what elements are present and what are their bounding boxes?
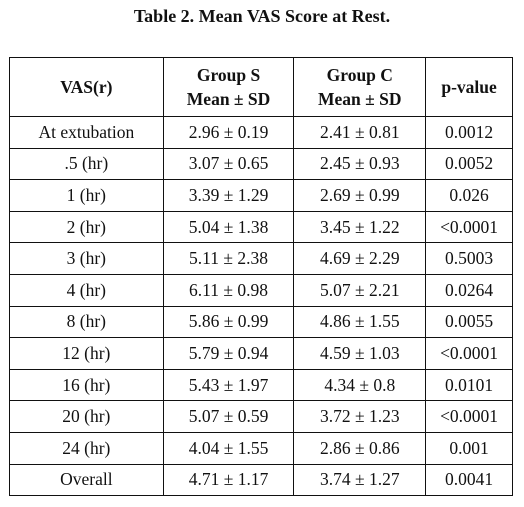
cell-group-c: 2.86 ± 0.86 <box>293 431 427 465</box>
cell-vas: 20 (hr) <box>9 400 164 433</box>
cell-pvalue: 0.0012 <box>425 116 513 149</box>
cell-vas: Overall <box>9 463 164 497</box>
cell-pvalue: <0.0001 <box>425 210 513 244</box>
cell-group-s: 3.07 ± 0.65 <box>162 147 295 181</box>
table-header-row: VAS(r) Group S Mean ± SD Group C Mean ± … <box>9 57 513 117</box>
header-vas: VAS(r) <box>9 57 164 117</box>
cell-group-c: 2.41 ± 0.81 <box>293 116 427 149</box>
cell-group-s: 3.39 ± 1.29 <box>162 179 295 212</box>
cell-vas: At extubation <box>9 116 164 149</box>
table-row: 3 (hr) 5.11 ± 2.38 4.69 ± 2.29 0.5003 <box>9 242 513 275</box>
cell-vas: 2 (hr) <box>9 210 164 244</box>
cell-group-c: 4.86 ± 1.55 <box>293 305 427 339</box>
header-group-s-line2: Mean ± SD <box>186 89 271 109</box>
table-row: 2 (hr) 5.04 ± 1.38 3.45 ± 1.22 <0.0001 <box>9 210 513 244</box>
cell-pvalue: 0.5003 <box>425 242 513 275</box>
table-row: 8 (hr) 5.86 ± 0.99 4.86 ± 1.55 0.0055 <box>9 305 513 339</box>
cell-group-c: 2.69 ± 0.99 <box>293 179 427 212</box>
cell-group-s: 5.07 ± 0.59 <box>162 400 295 433</box>
header-group-c-line1: Group C <box>326 65 393 85</box>
table-row: 24 (hr) 4.04 ± 1.55 2.86 ± 0.86 0.001 <box>9 431 513 465</box>
cell-group-c: 2.45 ± 0.93 <box>293 147 427 181</box>
cell-group-c: 3.72 ± 1.23 <box>293 400 427 433</box>
cell-vas: 4 (hr) <box>9 273 164 307</box>
cell-group-c: 4.34 ± 0.8 <box>293 368 427 402</box>
cell-group-s: 6.11 ± 0.98 <box>162 273 295 307</box>
cell-group-s: 4.04 ± 1.55 <box>162 431 295 465</box>
table-row: .5 (hr) 3.07 ± 0.65 2.45 ± 0.93 0.0052 <box>9 147 513 181</box>
cell-pvalue: 0.0055 <box>425 305 513 339</box>
table-row: 1 (hr) 3.39 ± 1.29 2.69 ± 0.99 0.026 <box>9 179 513 212</box>
cell-group-s: 5.79 ± 0.94 <box>162 337 295 370</box>
cell-pvalue: 0.026 <box>425 179 513 212</box>
cell-vas: 12 (hr) <box>9 337 164 370</box>
header-group-s: Group S Mean ± SD <box>162 57 295 117</box>
cell-group-s: 5.11 ± 2.38 <box>162 242 295 275</box>
header-pvalue: p-value <box>425 57 513 117</box>
header-group-s-line1: Group S <box>196 65 261 85</box>
table-row: 12 (hr) 5.79 ± 0.94 4.59 ± 1.03 <0.0001 <box>9 337 513 370</box>
cell-group-s: 5.04 ± 1.38 <box>162 210 295 244</box>
table-row: At extubation 2.96 ± 0.19 2.41 ± 0.81 0.… <box>9 116 513 149</box>
cell-group-c: 3.74 ± 1.27 <box>293 463 427 497</box>
table-row: 16 (hr) 5.43 ± 1.97 4.34 ± 0.8 0.0101 <box>9 368 513 402</box>
cell-pvalue: 0.0041 <box>425 463 513 497</box>
cell-group-c: 4.59 ± 1.03 <box>293 337 427 370</box>
header-group-c-line2: Mean ± SD <box>318 89 402 109</box>
vas-score-table: VAS(r) Group S Mean ± SD Group C Mean ± … <box>9 57 513 497</box>
cell-group-s: 5.43 ± 1.97 <box>162 368 295 402</box>
cell-pvalue: 0.0052 <box>425 147 513 181</box>
cell-pvalue: 0.001 <box>425 431 513 465</box>
table-caption: Table 2. Mean VAS Score at Rest. <box>133 6 391 26</box>
cell-pvalue: 0.0264 <box>425 273 513 307</box>
cell-group-c: 4.69 ± 2.29 <box>293 242 427 275</box>
cell-vas: 3 (hr) <box>9 242 164 275</box>
header-group-c: Group C Mean ± SD <box>293 57 427 117</box>
cell-vas: 1 (hr) <box>9 179 164 212</box>
cell-vas: 16 (hr) <box>9 368 164 402</box>
cell-group-s: 2.96 ± 0.19 <box>162 116 295 149</box>
cell-group-c: 5.07 ± 2.21 <box>293 273 427 307</box>
cell-vas: .5 (hr) <box>9 147 164 181</box>
cell-group-s: 4.71 ± 1.17 <box>162 463 295 497</box>
cell-pvalue: 0.0101 <box>425 368 513 402</box>
table-row: 4 (hr) 6.11 ± 0.98 5.07 ± 2.21 0.0264 <box>9 273 513 307</box>
cell-vas: 24 (hr) <box>9 431 164 465</box>
cell-pvalue: <0.0001 <box>425 337 513 370</box>
table-row: 20 (hr) 5.07 ± 0.59 3.72 ± 1.23 <0.0001 <box>9 400 513 433</box>
cell-pvalue: <0.0001 <box>425 400 513 433</box>
cell-vas: 8 (hr) <box>9 305 164 339</box>
cell-group-c: 3.45 ± 1.22 <box>293 210 427 244</box>
cell-group-s: 5.86 ± 0.99 <box>162 305 295 339</box>
table-row: Overall 4.71 ± 1.17 3.74 ± 1.27 0.0041 <box>9 463 513 497</box>
